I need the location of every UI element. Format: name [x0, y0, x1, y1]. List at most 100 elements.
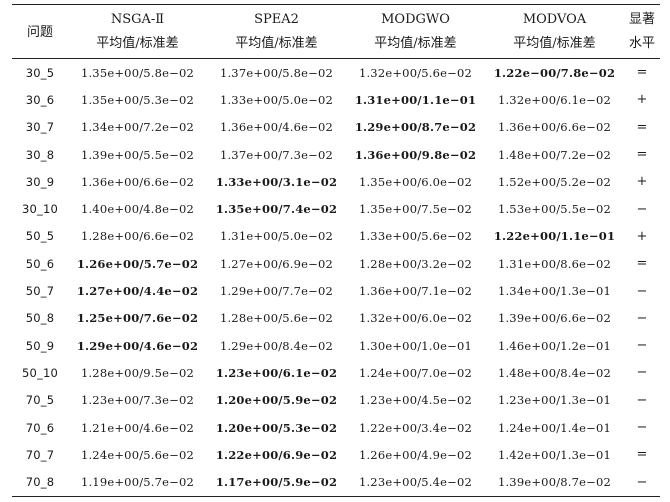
problem-id-cell: 70_7: [25, 447, 55, 462]
mean-std-cell: 1.17e+00/5.9e−02: [207, 468, 346, 497]
problem-id-cell: 50_10: [21, 365, 59, 380]
mean-std-cell: 1.22e+00/6.9e−02: [215, 447, 338, 462]
table-row: 70_6 1.21e+00/4.6e−02 1.20e+00/5.3e−02 1.22…: [12, 414, 660, 441]
mean-std-cell: 1.29e+00/4.6e−02: [76, 338, 199, 353]
mean-std-cell: 1.22e−00/7.8e−02: [493, 65, 616, 80]
table-row: 50_5 1.28e+00/6.6e−02 1.31e+00/5.0e−02 1.33…: [12, 223, 660, 250]
problem-id-cell: 50_9: [25, 338, 55, 353]
significance-cell: =: [636, 447, 648, 463]
mean-std-cell: 1.30e+00/1.0e−01: [358, 338, 473, 353]
mean-std-cell: 1.27e+00/6.9e−02: [219, 256, 334, 271]
mean-std-cell: 1.24e+00/5.6e−02: [80, 447, 195, 462]
problem-id-cell: 30_9: [25, 174, 55, 189]
problem-id-cell: 50_7: [25, 284, 55, 299]
mean-std-cell: 1.24e+00/7.0e−02: [358, 365, 473, 380]
mean-std-cell: 1.42e+00/1.3e−01: [497, 447, 612, 462]
mean-std-cell: 1.23e+00/5.4e−02: [346, 468, 485, 497]
mean-std-cell: 1.32e+00/5.6e−02: [358, 65, 473, 80]
mean-std-cell: 1.28e+00/6.6e−02: [80, 229, 195, 244]
mean-std-cell: 1.36e+00/4.6e−02: [219, 120, 334, 135]
mean-std-cell: 1.22e+00/1.1e−01: [493, 229, 616, 244]
significance-cell: −: [636, 392, 648, 408]
mean-std-cell: 1.19e+00/5.7e−02: [68, 468, 207, 497]
table-row: 50_9 1.29e+00/4.6e−02 1.29e+00/8.4e−02 1.30…: [12, 332, 660, 359]
mean-std-cell: 1.36e+00/7.1e−02: [358, 284, 473, 299]
table-row: 30_9 1.36e+00/6.6e−02 1.33e+00/3.1e−02 1.35…: [12, 168, 660, 195]
table-row: 30_7 1.34e+00/7.2e−02 1.36e+00/4.6e−02 1.29…: [12, 114, 660, 141]
table-row: 70_7 1.24e+00/5.6e−02 1.22e+00/6.9e−02 1.26…: [12, 441, 660, 468]
mean-std-cell: 1.48e+00/8.4e−02: [497, 365, 612, 380]
table-header: 问题 NSGA-Ⅱ SPEA2 MODGWO MODVOA 显著 平均值/标准差…: [12, 4, 660, 59]
problem-id-cell: 50_8: [25, 311, 55, 326]
mean-std-cell: 1.26e+00/4.9e−02: [358, 447, 473, 462]
table-row: 30_6 1.35e+00/5.3e−02 1.33e+00/5.0e−02 1.31…: [12, 86, 660, 113]
table-row: 30_8 1.39e+00/5.5e−02 1.37e+00/7.3e−02 1.36…: [12, 141, 660, 168]
problem-id-cell: 70_5: [25, 393, 55, 408]
mean-std-cell: 1.23e+00/6.1e−02: [215, 365, 338, 380]
problem-id-cell: 30_6: [25, 92, 55, 107]
mean-std-cell: 1.35e+00/5.8e−02: [80, 65, 195, 80]
problem-id-cell: 70_8: [12, 468, 68, 497]
mean-std-cell: 1.52e+00/5.2e−02: [497, 174, 612, 189]
significance-cell: −: [636, 338, 648, 354]
problem-id-cell: 70_6: [25, 420, 55, 435]
mean-std-cell: 1.32e+00/6.1e−02: [497, 92, 612, 107]
table-row: 50_10 1.28e+00/9.5e−02 1.23e+00/6.1e−02 1.2…: [12, 359, 660, 386]
algorithm-header: SPEA2: [254, 11, 299, 27]
mean-std-cell: 1.33e+00/5.6e−02: [358, 229, 473, 244]
algorithm-header: NSGA-Ⅱ: [110, 11, 165, 27]
stat-label: 平均值/标准差: [485, 31, 624, 59]
significance-cell: +: [636, 228, 648, 244]
mean-std-cell: 1.39e+00/5.5e−02: [80, 147, 195, 162]
mean-std-cell: 1.28e+00/9.5e−02: [80, 365, 195, 380]
table-row: 50_6 1.26e+00/5.7e−02 1.27e+00/6.9e−02 1.28…: [12, 250, 660, 277]
mean-std-cell: 1.36e+00/6.6e−02: [80, 174, 195, 189]
table-row: 50_7 1.27e+00/4.4e−02 1.29e+00/7.7e−02 1.36…: [12, 277, 660, 304]
mean-std-cell: 1.32e+00/6.0e−02: [358, 311, 473, 326]
mean-std-cell: 1.25e+00/7.6e−02: [76, 311, 199, 326]
mean-std-cell: 1.34e+00/7.2e−02: [80, 120, 195, 135]
mean-std-cell: 1.48e+00/7.2e−02: [497, 147, 612, 162]
significance-cell: −: [636, 201, 648, 217]
problem-id-cell: 30_7: [25, 120, 55, 135]
mean-std-cell: 1.35e+00/7.5e−02: [358, 202, 473, 217]
mean-std-cell: 1.39e+00/6.6e−02: [497, 311, 612, 326]
mean-std-cell: 1.28e+00/3.2e−02: [358, 256, 473, 271]
stat-label: 平均值/标准差: [68, 31, 207, 59]
significance-cell: −: [636, 365, 648, 381]
table-row: 70_5 1.23e+00/7.3e−02 1.20e+00/5.9e−02 1.23…: [12, 387, 660, 414]
stat-label: 平均值/标准差: [207, 31, 346, 59]
mean-std-cell: 1.23e+00/7.3e−02: [80, 393, 195, 408]
mean-std-cell: 1.27e+00/4.4e−02: [76, 284, 199, 299]
significance-cell: −: [636, 310, 648, 326]
problem-id-cell: 50_5: [25, 229, 55, 244]
mean-std-cell: 1.35e+00/6.0e−02: [358, 174, 473, 189]
table-row: 70_8 1.19e+00/5.7e−02 1.17e+00/5.9e−02 1.23…: [12, 468, 660, 497]
table-row: 30_5 1.35e+00/5.8e−02 1.37e+00/5.8e−02 1.32…: [12, 59, 660, 87]
algorithm-header: MODVOA: [522, 11, 587, 27]
problem-column-header: 问题: [12, 4, 68, 59]
algorithm-header: MODGWO: [381, 11, 450, 27]
mean-std-cell: 1.46e+00/1.2e−01: [497, 338, 612, 353]
problem-id-cell: 30_10: [21, 202, 59, 217]
mean-std-cell: 1.31e+00/8.6e−02: [497, 256, 612, 271]
significance-cell: =: [636, 256, 648, 272]
significance-cell: =: [636, 147, 648, 163]
mean-std-cell: 1.20e+00/5.3e−02: [215, 420, 338, 435]
mean-std-cell: 1.23e+00/1.3e−01: [497, 393, 612, 408]
mean-std-cell: 1.26e+00/5.7e−02: [76, 256, 199, 271]
mean-std-cell: 1.35e+00/7.4e−02: [215, 202, 338, 217]
mean-std-cell: 1.33e+00/5.0e−02: [219, 92, 334, 107]
mean-std-cell: 1.31e+00/1.1e−01: [354, 92, 477, 107]
table-body: 30_5 1.35e+00/5.8e−02 1.37e+00/5.8e−02 1.32…: [12, 59, 660, 497]
significance-cell: −: [636, 420, 648, 435]
mean-std-cell: 1.29e+00/8.7e−02: [354, 120, 477, 135]
mean-std-cell: 1.21e+00/4.6e−02: [80, 420, 195, 435]
problem-id-cell: 30_5: [25, 65, 55, 80]
significance-cell: =: [636, 65, 648, 81]
significance-cell: −: [624, 468, 660, 497]
table-row: 30_10 1.40e+00/4.8e−02 1.35e+00/7.4e−02 1.3…: [12, 195, 660, 222]
significance-header-line1: 显著: [628, 11, 655, 27]
significance-cell: =: [636, 119, 648, 135]
mean-std-cell: 1.33e+00/3.1e−02: [215, 174, 338, 189]
